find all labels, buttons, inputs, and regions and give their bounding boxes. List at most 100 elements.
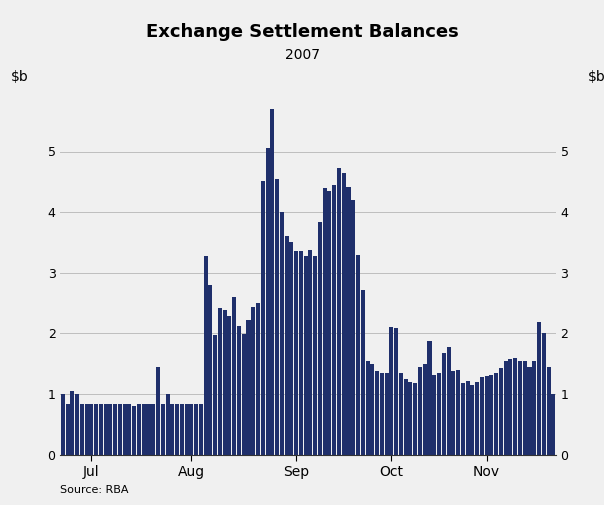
- Text: $b: $b: [11, 70, 28, 84]
- Bar: [137, 404, 141, 454]
- Bar: [418, 367, 422, 454]
- Bar: [413, 383, 417, 454]
- Bar: [294, 251, 298, 454]
- Bar: [513, 358, 517, 454]
- Bar: [480, 377, 484, 454]
- Bar: [537, 322, 541, 454]
- Bar: [356, 255, 360, 454]
- Bar: [180, 404, 184, 454]
- Bar: [318, 222, 322, 454]
- Bar: [380, 373, 384, 454]
- Bar: [390, 327, 393, 454]
- Bar: [442, 352, 446, 454]
- Bar: [104, 404, 108, 454]
- Bar: [165, 394, 170, 454]
- Bar: [332, 185, 336, 454]
- Bar: [313, 256, 317, 454]
- Bar: [347, 187, 350, 454]
- Bar: [70, 391, 74, 454]
- Bar: [108, 404, 112, 454]
- Bar: [161, 404, 165, 454]
- Bar: [342, 173, 345, 454]
- Bar: [547, 367, 551, 454]
- Bar: [75, 394, 79, 454]
- Bar: [408, 382, 413, 455]
- Bar: [385, 373, 388, 454]
- Bar: [266, 148, 269, 454]
- Bar: [532, 361, 536, 454]
- Bar: [299, 251, 303, 454]
- Bar: [337, 169, 341, 455]
- Bar: [437, 373, 441, 454]
- Bar: [365, 361, 370, 454]
- Bar: [218, 308, 222, 454]
- Bar: [246, 320, 251, 454]
- Bar: [170, 404, 175, 454]
- Bar: [85, 404, 89, 454]
- Text: Exchange Settlement Balances: Exchange Settlement Balances: [146, 23, 458, 41]
- Bar: [189, 404, 193, 454]
- Bar: [509, 359, 512, 454]
- Bar: [118, 404, 122, 454]
- Bar: [499, 369, 503, 454]
- Bar: [237, 326, 241, 454]
- Bar: [65, 404, 69, 454]
- Bar: [466, 381, 469, 454]
- Bar: [113, 404, 117, 454]
- Bar: [489, 375, 493, 454]
- Bar: [256, 303, 260, 454]
- Bar: [399, 373, 403, 454]
- Bar: [542, 333, 546, 454]
- Bar: [123, 404, 127, 454]
- Bar: [208, 285, 213, 454]
- Bar: [284, 236, 289, 454]
- Bar: [527, 367, 532, 454]
- Bar: [304, 257, 307, 454]
- Bar: [156, 367, 160, 454]
- Bar: [451, 372, 455, 454]
- Bar: [403, 379, 408, 454]
- Text: $b: $b: [588, 70, 604, 84]
- Text: Source: RBA: Source: RBA: [60, 485, 129, 495]
- Bar: [142, 404, 146, 454]
- Bar: [204, 256, 208, 454]
- Bar: [504, 361, 508, 454]
- Bar: [271, 109, 274, 454]
- Bar: [61, 394, 65, 454]
- Bar: [280, 212, 284, 454]
- Bar: [361, 290, 365, 454]
- Bar: [275, 179, 279, 454]
- Bar: [228, 316, 231, 454]
- Bar: [251, 307, 255, 454]
- Bar: [423, 364, 427, 454]
- Bar: [99, 404, 103, 454]
- Bar: [127, 404, 132, 454]
- Bar: [199, 404, 203, 454]
- Bar: [494, 373, 498, 454]
- Bar: [289, 242, 294, 454]
- Bar: [551, 394, 555, 454]
- Bar: [428, 341, 431, 454]
- Bar: [151, 404, 155, 454]
- Bar: [309, 249, 312, 454]
- Bar: [352, 200, 355, 454]
- Bar: [261, 181, 265, 454]
- Bar: [375, 371, 379, 454]
- Bar: [80, 404, 84, 454]
- Bar: [484, 376, 489, 454]
- Bar: [223, 310, 226, 454]
- Bar: [471, 385, 474, 454]
- Bar: [94, 404, 98, 454]
- Bar: [394, 328, 398, 454]
- Bar: [132, 406, 137, 454]
- Bar: [242, 334, 246, 454]
- Bar: [147, 404, 150, 454]
- Bar: [213, 335, 217, 454]
- Bar: [370, 364, 374, 454]
- Bar: [323, 188, 327, 454]
- Bar: [475, 382, 479, 455]
- Bar: [175, 404, 179, 454]
- Bar: [456, 370, 460, 454]
- Bar: [327, 191, 332, 454]
- Bar: [432, 375, 436, 454]
